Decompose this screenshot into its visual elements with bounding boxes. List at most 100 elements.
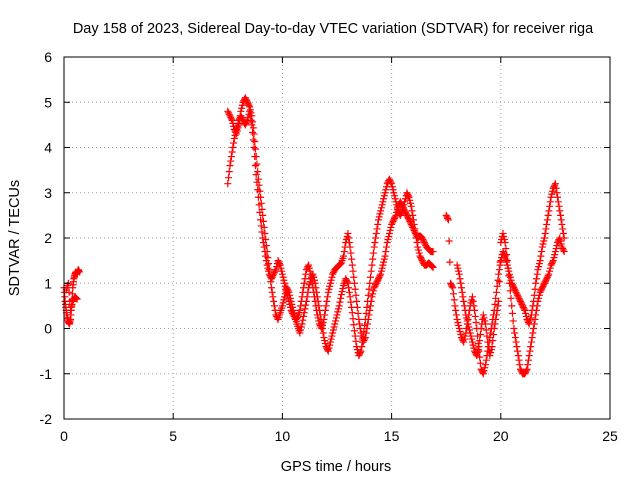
data-point xyxy=(381,189,389,197)
data-point-interp xyxy=(366,302,374,310)
data-point-interp xyxy=(297,323,305,331)
data-point-interp xyxy=(350,273,358,281)
data-point-interp xyxy=(474,340,482,348)
data-point xyxy=(396,198,404,206)
data-point-interp xyxy=(376,210,384,218)
data-point-interp xyxy=(321,311,329,319)
data-point-interp xyxy=(487,349,495,357)
data-point-interp xyxy=(297,297,305,305)
data-point xyxy=(224,180,232,188)
data-point-interp xyxy=(332,317,340,325)
data-point-interp xyxy=(238,115,246,123)
data-point-interp xyxy=(533,302,541,310)
data-point xyxy=(495,297,503,305)
data-point xyxy=(405,216,413,224)
data-point-interp xyxy=(469,297,477,305)
data-point-interp xyxy=(463,314,471,322)
data-point-interp xyxy=(494,302,502,310)
data-point-interp xyxy=(364,291,372,299)
data-point xyxy=(492,311,500,319)
data-point-interp xyxy=(308,279,316,287)
data-point-interp xyxy=(312,302,320,310)
data-point xyxy=(348,261,356,269)
data-point-interp xyxy=(480,367,488,375)
data-point xyxy=(374,275,382,283)
data-point-interp xyxy=(336,260,344,268)
data-point-interp xyxy=(347,298,355,306)
data-point-interp xyxy=(281,282,289,290)
data-point-interp xyxy=(428,263,436,271)
data-point xyxy=(359,338,367,346)
data-point-interp xyxy=(369,255,377,263)
data-point-interp xyxy=(398,201,406,209)
data-point-interp xyxy=(384,236,392,244)
data-point xyxy=(326,338,334,346)
data-point-interp xyxy=(551,181,559,189)
data-point xyxy=(263,261,271,269)
data-point-interp xyxy=(315,317,323,325)
data-point-interp xyxy=(330,323,338,331)
data-point-interp xyxy=(253,178,261,186)
data-point-interp xyxy=(270,302,278,310)
data-point-interp xyxy=(356,350,364,358)
data-point-interp xyxy=(447,281,455,289)
data-point xyxy=(355,352,363,360)
data-point-interp xyxy=(553,242,561,250)
data-point-interp xyxy=(352,337,360,345)
data-point xyxy=(267,284,275,292)
data-point xyxy=(451,302,459,310)
data-point-interp xyxy=(463,317,471,325)
y-axis-label: SDTVAR / TECUs xyxy=(7,180,23,296)
data-point-interp xyxy=(289,309,297,317)
x-tick-label: 10 xyxy=(275,428,291,444)
data-point xyxy=(516,365,524,373)
data-point xyxy=(233,125,241,133)
data-point xyxy=(399,202,407,210)
data-point xyxy=(340,252,348,260)
data-point-interp xyxy=(446,258,454,266)
data-point xyxy=(370,284,378,292)
data-point-interp xyxy=(230,139,238,147)
data-point-interp xyxy=(329,326,337,334)
data-point-interp xyxy=(253,160,261,168)
data-point-interp xyxy=(227,157,235,165)
data-point-interp xyxy=(401,208,409,216)
data-point xyxy=(311,297,319,305)
data-point-interp xyxy=(502,255,510,263)
data-point xyxy=(471,306,479,314)
data-point-interp xyxy=(503,258,511,266)
data-point-interp xyxy=(242,119,250,127)
data-point xyxy=(254,175,262,183)
data-point xyxy=(313,311,321,319)
y-tick-label: 5 xyxy=(44,94,52,110)
data-point xyxy=(298,293,306,301)
data-point xyxy=(350,327,358,335)
data-point-interp xyxy=(548,190,556,198)
data-point-interp xyxy=(380,192,388,200)
data-point-interp xyxy=(514,291,522,299)
data-point xyxy=(383,239,391,247)
data-point xyxy=(447,279,455,287)
data-point xyxy=(473,352,481,360)
data-point xyxy=(342,275,350,283)
data-point-interp xyxy=(476,359,484,367)
data-point-interp xyxy=(491,320,499,328)
data-point-interp xyxy=(445,237,453,245)
data-point-interp xyxy=(388,183,396,191)
data-point xyxy=(228,148,236,156)
data-point xyxy=(281,279,289,287)
data-point-interp xyxy=(524,318,532,326)
data-point-interp xyxy=(268,273,276,281)
x-tick-label: 5 xyxy=(169,428,177,444)
data-point-interp xyxy=(256,208,264,216)
data-point-interp xyxy=(292,315,300,323)
data-point-interp xyxy=(467,332,475,340)
data-point-interp xyxy=(321,340,329,348)
data-point-interp xyxy=(544,272,552,280)
data-point-interp xyxy=(269,293,277,301)
data-point-interp xyxy=(552,245,560,253)
y-tick-label: 6 xyxy=(44,49,52,65)
data-point-interp xyxy=(520,305,528,313)
data-point-interp xyxy=(367,297,375,305)
data-point-interp xyxy=(495,266,503,274)
